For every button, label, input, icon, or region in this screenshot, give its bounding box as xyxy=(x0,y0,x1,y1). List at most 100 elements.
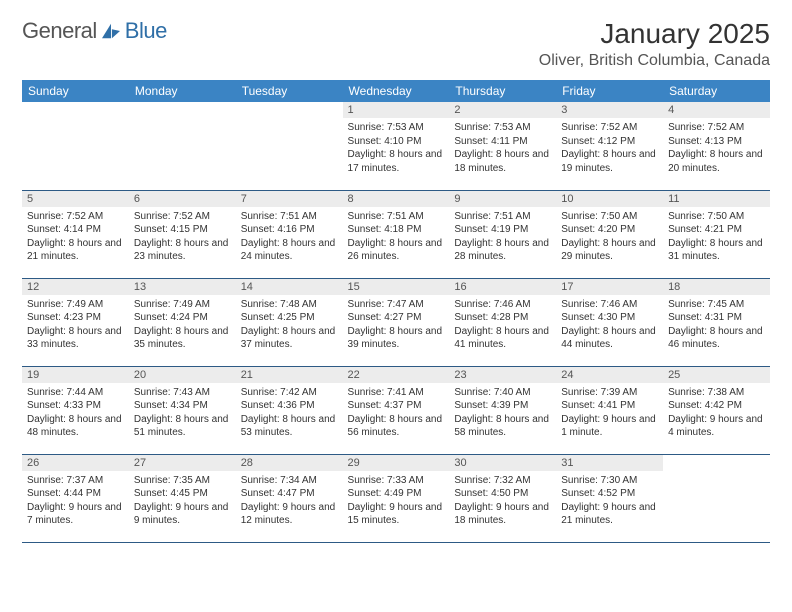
sunset-line: Sunset: 4:21 PM xyxy=(668,224,742,235)
calendar-cell: 6Sunrise: 7:52 AMSunset: 4:15 PMDaylight… xyxy=(129,190,236,278)
daylight-line: Daylight: 8 hours and 17 minutes. xyxy=(348,149,443,174)
calendar-cell: 9Sunrise: 7:51 AMSunset: 4:19 PMDaylight… xyxy=(449,190,556,278)
day-number: 5 xyxy=(22,191,129,207)
sunset-line: Sunset: 4:45 PM xyxy=(134,488,208,499)
day-number: 30 xyxy=(449,455,556,471)
sunset-line: Sunset: 4:25 PM xyxy=(241,312,315,323)
sunrise-line: Sunrise: 7:45 AM xyxy=(668,299,744,310)
sunrise-line: Sunrise: 7:32 AM xyxy=(454,475,530,486)
daylight-line: Daylight: 8 hours and 18 minutes. xyxy=(454,149,549,174)
calendar-cell: 28Sunrise: 7:34 AMSunset: 4:47 PMDayligh… xyxy=(236,454,343,542)
calendar-cell: 29Sunrise: 7:33 AMSunset: 4:49 PMDayligh… xyxy=(343,454,450,542)
day-details: Sunrise: 7:52 AMSunset: 4:13 PMDaylight:… xyxy=(663,118,770,179)
calendar-cell: 21Sunrise: 7:42 AMSunset: 4:36 PMDayligh… xyxy=(236,366,343,454)
sunset-line: Sunset: 4:28 PM xyxy=(454,312,528,323)
sunset-line: Sunset: 4:19 PM xyxy=(454,224,528,235)
sunrise-line: Sunrise: 7:44 AM xyxy=(27,387,103,398)
calendar-cell: 17Sunrise: 7:46 AMSunset: 4:30 PMDayligh… xyxy=(556,278,663,366)
daylight-line: Daylight: 9 hours and 21 minutes. xyxy=(561,502,656,527)
daylight-line: Daylight: 8 hours and 51 minutes. xyxy=(134,414,229,439)
sunrise-line: Sunrise: 7:48 AM xyxy=(241,299,317,310)
day-number: 13 xyxy=(129,279,236,295)
day-details: Sunrise: 7:50 AMSunset: 4:20 PMDaylight:… xyxy=(556,207,663,268)
calendar-cell: 24Sunrise: 7:39 AMSunset: 4:41 PMDayligh… xyxy=(556,366,663,454)
day-details: Sunrise: 7:35 AMSunset: 4:45 PMDaylight:… xyxy=(129,471,236,532)
sunrise-line: Sunrise: 7:34 AM xyxy=(241,475,317,486)
daylight-line: Daylight: 9 hours and 4 minutes. xyxy=(668,414,763,439)
sunset-line: Sunset: 4:47 PM xyxy=(241,488,315,499)
calendar-cell: 14Sunrise: 7:48 AMSunset: 4:25 PMDayligh… xyxy=(236,278,343,366)
calendar-cell: 13Sunrise: 7:49 AMSunset: 4:24 PMDayligh… xyxy=(129,278,236,366)
day-details: Sunrise: 7:52 AMSunset: 4:15 PMDaylight:… xyxy=(129,207,236,268)
sunrise-line: Sunrise: 7:52 AM xyxy=(561,122,637,133)
sunrise-line: Sunrise: 7:52 AM xyxy=(668,122,744,133)
sunset-line: Sunset: 4:15 PM xyxy=(134,224,208,235)
calendar-cell: 5Sunrise: 7:52 AMSunset: 4:14 PMDaylight… xyxy=(22,190,129,278)
day-details: Sunrise: 7:40 AMSunset: 4:39 PMDaylight:… xyxy=(449,383,556,444)
day-number: 20 xyxy=(129,367,236,383)
day-details: Sunrise: 7:39 AMSunset: 4:41 PMDaylight:… xyxy=(556,383,663,444)
day-number: 3 xyxy=(556,102,663,118)
daylight-line: Daylight: 8 hours and 21 minutes. xyxy=(27,238,122,263)
daylight-line: Daylight: 8 hours and 19 minutes. xyxy=(561,149,656,174)
day-details: Sunrise: 7:37 AMSunset: 4:44 PMDaylight:… xyxy=(22,471,129,532)
daylight-line: Daylight: 8 hours and 46 minutes. xyxy=(668,326,763,351)
daylight-line: Daylight: 8 hours and 53 minutes. xyxy=(241,414,336,439)
calendar-cell-empty xyxy=(663,454,770,542)
day-details: Sunrise: 7:51 AMSunset: 4:19 PMDaylight:… xyxy=(449,207,556,268)
sunset-line: Sunset: 4:16 PM xyxy=(241,224,315,235)
sunset-line: Sunset: 4:42 PM xyxy=(668,400,742,411)
day-details: Sunrise: 7:44 AMSunset: 4:33 PMDaylight:… xyxy=(22,383,129,444)
calendar-cell: 3Sunrise: 7:52 AMSunset: 4:12 PMDaylight… xyxy=(556,102,663,190)
daylight-line: Daylight: 8 hours and 31 minutes. xyxy=(668,238,763,263)
calendar-cell: 30Sunrise: 7:32 AMSunset: 4:50 PMDayligh… xyxy=(449,454,556,542)
location-subtitle: Oliver, British Columbia, Canada xyxy=(539,52,770,70)
daylight-line: Daylight: 8 hours and 58 minutes. xyxy=(454,414,549,439)
day-number: 9 xyxy=(449,191,556,207)
day-details: Sunrise: 7:30 AMSunset: 4:52 PMDaylight:… xyxy=(556,471,663,532)
day-number: 15 xyxy=(343,279,450,295)
day-number: 17 xyxy=(556,279,663,295)
day-number: 16 xyxy=(449,279,556,295)
day-details: Sunrise: 7:34 AMSunset: 4:47 PMDaylight:… xyxy=(236,471,343,532)
title-block: January 2025 Oliver, British Columbia, C… xyxy=(539,18,770,70)
calendar-cell: 10Sunrise: 7:50 AMSunset: 4:20 PMDayligh… xyxy=(556,190,663,278)
calendar-cell-empty xyxy=(236,102,343,190)
day-details: Sunrise: 7:45 AMSunset: 4:31 PMDaylight:… xyxy=(663,295,770,356)
daylight-line: Daylight: 8 hours and 26 minutes. xyxy=(348,238,443,263)
sunset-line: Sunset: 4:34 PM xyxy=(134,400,208,411)
day-number: 28 xyxy=(236,455,343,471)
sunrise-line: Sunrise: 7:50 AM xyxy=(561,211,637,222)
sunset-line: Sunset: 4:11 PM xyxy=(454,136,527,147)
calendar-week-row: 19Sunrise: 7:44 AMSunset: 4:33 PMDayligh… xyxy=(22,366,770,454)
day-number: 23 xyxy=(449,367,556,383)
day-details: Sunrise: 7:51 AMSunset: 4:18 PMDaylight:… xyxy=(343,207,450,268)
day-number: 22 xyxy=(343,367,450,383)
day-number: 10 xyxy=(556,191,663,207)
calendar-cell: 11Sunrise: 7:50 AMSunset: 4:21 PMDayligh… xyxy=(663,190,770,278)
sunset-line: Sunset: 4:27 PM xyxy=(348,312,422,323)
month-title: January 2025 xyxy=(539,18,770,50)
sunrise-line: Sunrise: 7:46 AM xyxy=(561,299,637,310)
dow-tuesday: Tuesday xyxy=(236,80,343,102)
day-details: Sunrise: 7:52 AMSunset: 4:12 PMDaylight:… xyxy=(556,118,663,179)
brand-text-blue: Blue xyxy=(125,18,167,44)
calendar-cell-empty xyxy=(129,102,236,190)
sunrise-line: Sunrise: 7:30 AM xyxy=(561,475,637,486)
day-number: 27 xyxy=(129,455,236,471)
daylight-line: Daylight: 8 hours and 23 minutes. xyxy=(134,238,229,263)
day-details: Sunrise: 7:41 AMSunset: 4:37 PMDaylight:… xyxy=(343,383,450,444)
daylight-line: Daylight: 8 hours and 39 minutes. xyxy=(348,326,443,351)
day-number: 26 xyxy=(22,455,129,471)
calendar-cell: 27Sunrise: 7:35 AMSunset: 4:45 PMDayligh… xyxy=(129,454,236,542)
day-number: 25 xyxy=(663,367,770,383)
daylight-line: Daylight: 8 hours and 28 minutes. xyxy=(454,238,549,263)
day-details: Sunrise: 7:49 AMSunset: 4:23 PMDaylight:… xyxy=(22,295,129,356)
daylight-line: Daylight: 8 hours and 44 minutes. xyxy=(561,326,656,351)
sunrise-line: Sunrise: 7:53 AM xyxy=(348,122,424,133)
day-number: 6 xyxy=(129,191,236,207)
calendar-cell: 23Sunrise: 7:40 AMSunset: 4:39 PMDayligh… xyxy=(449,366,556,454)
header: General Blue January 2025 Oliver, Britis… xyxy=(22,18,770,70)
day-details: Sunrise: 7:51 AMSunset: 4:16 PMDaylight:… xyxy=(236,207,343,268)
sunset-line: Sunset: 4:39 PM xyxy=(454,400,528,411)
